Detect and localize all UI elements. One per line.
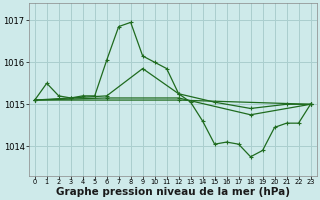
X-axis label: Graphe pression niveau de la mer (hPa): Graphe pression niveau de la mer (hPa) [56, 187, 290, 197]
